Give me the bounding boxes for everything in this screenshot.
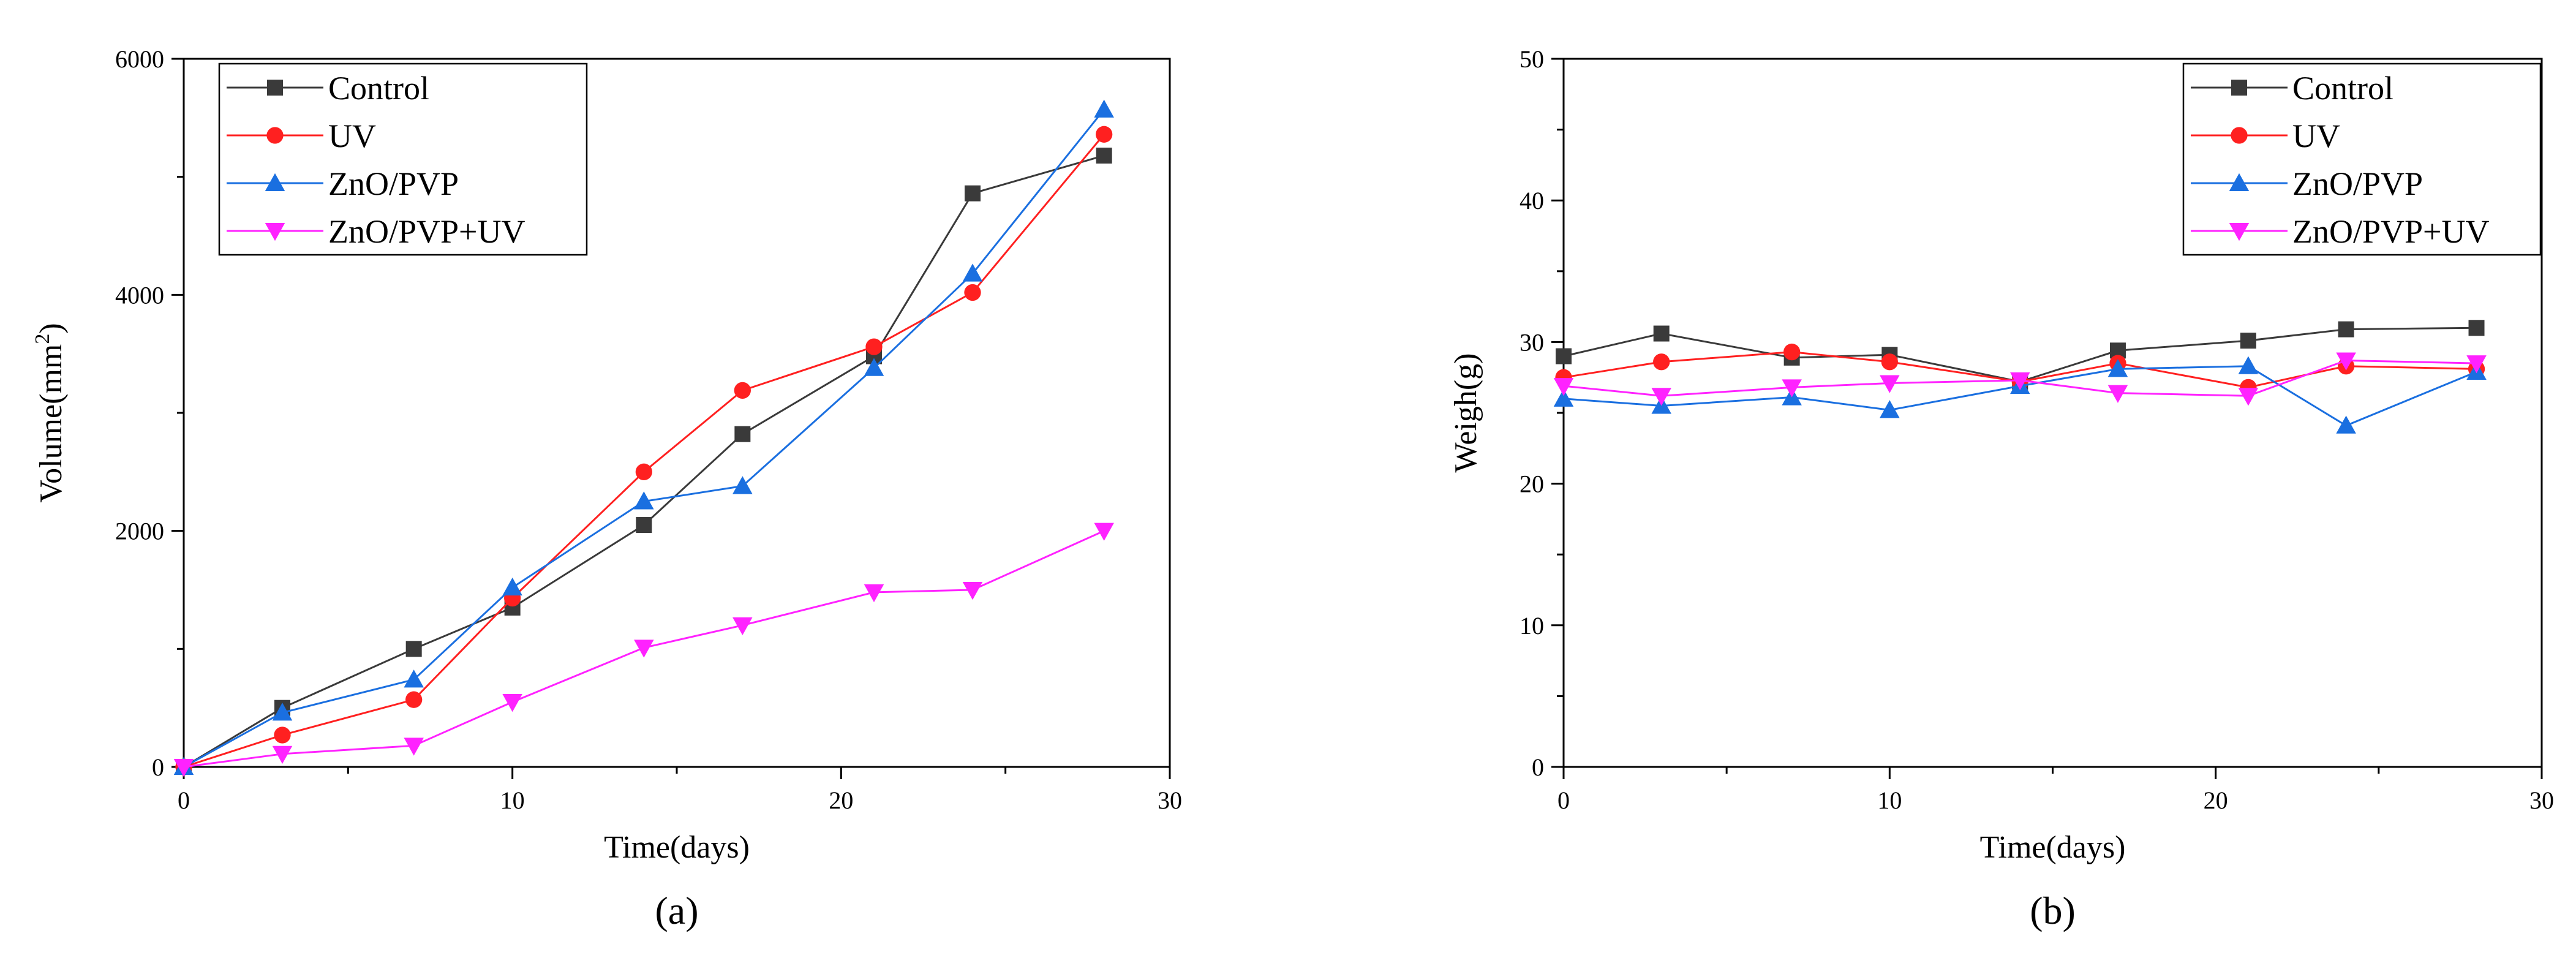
x-axis-label: Time(days)	[604, 830, 750, 865]
chart-b: 0 10 20 30 0 10 20 30 40 50 Time(days) Weigh(g) (b) C…	[1448, 45, 2554, 932]
legend-label-zno-pvp-uv: ZnO/PVP+UV	[2292, 213, 2490, 250]
data-point-uv	[1653, 353, 1670, 371]
x-tick-label: 20	[2204, 787, 2228, 814]
data-point-control	[405, 641, 422, 657]
data-point-zno-pvp	[864, 358, 884, 376]
legend-marker-uv	[266, 127, 284, 144]
y-tick-label: 50	[1520, 45, 1544, 73]
legend-marker-uv	[2231, 127, 2248, 144]
legend-marker-zno-pvp-uv	[265, 223, 285, 241]
data-point-zno-pvp-uv	[733, 617, 753, 636]
data-point-uv	[274, 726, 291, 744]
legend-marker-zno-pvp	[2229, 173, 2250, 191]
data-point-control	[734, 426, 751, 442]
y-tick-label: 6000	[115, 45, 164, 73]
data-point-zno-pvp	[502, 577, 522, 596]
data-point-uv	[1096, 126, 1113, 143]
series-zno-pvp-uv	[173, 523, 1114, 777]
data-point-zno-pvp	[2336, 415, 2356, 434]
series-zno-pvp-uv	[1553, 352, 2487, 406]
data-point-control	[1556, 348, 1572, 364]
legend-label-control: Control	[328, 70, 429, 107]
data-point-control	[1653, 325, 1670, 342]
data-point-zno-pvp	[404, 670, 424, 688]
panel-label: (a)	[655, 889, 698, 932]
legend-label-control: Control	[2292, 70, 2393, 107]
data-point-zno-pvp-uv	[1880, 375, 1900, 393]
y-tick-label: 0	[152, 753, 164, 781]
y-axis-label: Weigh(g)	[1448, 353, 1483, 472]
y-tick-label: 20	[1520, 470, 1544, 498]
data-point-zno-pvp-uv	[502, 694, 522, 712]
data-point-uv	[635, 463, 652, 480]
y-tick-label: 40	[1520, 187, 1544, 214]
data-point-zno-pvp	[1880, 400, 1900, 418]
data-point-uv	[1881, 353, 1898, 371]
data-point-zno-pvp	[1094, 99, 1114, 118]
y-tick-label: 0	[1532, 753, 1544, 781]
data-point-zno-pvp-uv	[1553, 378, 1574, 396]
data-point-control	[2240, 333, 2256, 349]
data-point-uv	[405, 691, 423, 708]
chart-a: 0 10 20 30 0 2000 4000 6000 Time(days) Volume(mm2…	[31, 45, 1182, 932]
legend-label-zno-pvp: ZnO/PVP	[328, 165, 459, 202]
legend: Control UV ZnO/PVP ZnO/PVP+UV	[218, 62, 588, 256]
legend-marker-control	[267, 80, 283, 96]
data-point-uv	[734, 382, 751, 399]
data-point-zno-pvp-uv	[1651, 388, 1671, 406]
data-point-zno-pvp-uv	[1782, 379, 1802, 398]
y-tick-label: 2000	[115, 518, 164, 545]
data-point-uv	[865, 338, 883, 355]
data-point-control	[965, 185, 981, 202]
y-tick-label: 30	[1520, 328, 1544, 356]
data-point-zno-pvp	[962, 263, 983, 282]
data-point-control	[2468, 320, 2485, 336]
x-tick-label: 10	[1877, 787, 1902, 814]
data-point-zno-pvp-uv	[1094, 523, 1114, 541]
x-tick-label: 10	[500, 787, 525, 814]
data-point-control	[636, 517, 652, 534]
data-point-zno-pvp-uv	[2107, 385, 2128, 403]
data-point-zno-pvp-uv	[634, 640, 654, 658]
data-point-zno-pvp	[1553, 388, 1574, 407]
data-point-zno-pvp-uv	[2336, 352, 2356, 371]
panel-label: (b)	[2030, 889, 2076, 932]
data-point-zno-pvp-uv	[272, 745, 293, 764]
legend-label-uv: UV	[328, 118, 376, 154]
data-point-zno-pvp	[634, 491, 654, 510]
data-point-uv	[964, 284, 981, 301]
x-tick-label: 0	[1557, 787, 1570, 814]
legend-label-uv: UV	[2292, 118, 2340, 154]
data-point-zno-pvp-uv	[962, 582, 983, 600]
y-axis-label: Volume(mm2)	[31, 323, 69, 502]
data-point-zno-pvp-uv	[2466, 355, 2487, 374]
data-point-zno-pvp	[2238, 356, 2259, 374]
legend-marker-zno-pvp-uv	[2229, 223, 2250, 241]
data-point-zno-pvp	[733, 476, 753, 494]
legend-marker-control	[2231, 80, 2247, 96]
data-point-zno-pvp-uv	[2238, 388, 2259, 406]
y-tick-label: 4000	[115, 281, 164, 309]
y-tick-label: 10	[1520, 612, 1544, 640]
data-point-control	[1096, 147, 1112, 164]
data-point-control	[2338, 321, 2354, 338]
x-tick-label: 0	[178, 787, 190, 814]
data-point-zno-pvp	[2107, 359, 2128, 377]
x-axis-label: Time(days)	[1980, 830, 2126, 865]
x-tick-label: 30	[1158, 787, 1182, 814]
x-tick-label: 30	[2529, 787, 2554, 814]
legend-label-zno-pvp: ZnO/PVP	[2292, 165, 2423, 202]
data-point-uv	[1783, 343, 1801, 361]
x-tick-label: 20	[829, 787, 853, 814]
data-point-zno-pvp-uv	[2010, 372, 2030, 391]
legend: Control UV ZnO/PVP ZnO/PVP+UV	[2182, 62, 2542, 256]
legend-marker-zno-pvp	[265, 173, 285, 191]
data-point-zno-pvp-uv	[173, 759, 194, 777]
data-point-zno-pvp	[272, 703, 293, 721]
data-point-zno-pvp-uv	[404, 738, 424, 756]
data-point-zno-pvp-uv	[864, 584, 884, 603]
legend-label-zno-pvp-uv: ZnO/PVP+UV	[328, 213, 525, 250]
